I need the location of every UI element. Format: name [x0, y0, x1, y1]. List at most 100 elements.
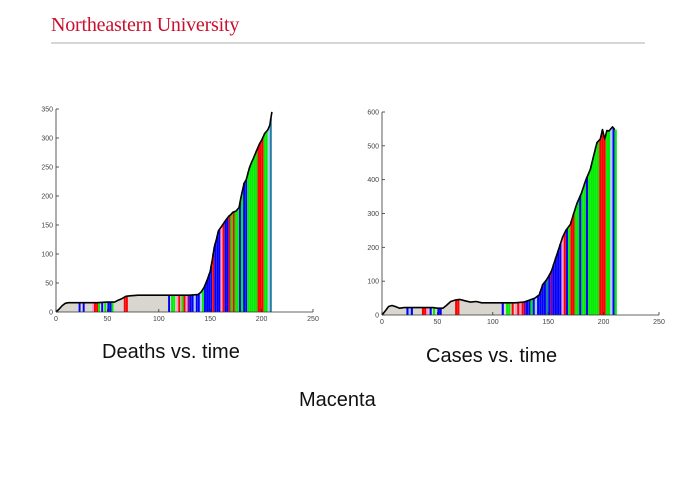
deaths-chart-caption: Deaths vs. time	[102, 341, 240, 363]
data-bar	[234, 211, 237, 312]
data-bar	[104, 302, 107, 312]
data-bar	[232, 211, 235, 312]
data-bar	[579, 195, 582, 315]
data-bar	[437, 308, 440, 315]
data-bar	[187, 295, 190, 312]
data-bar	[92, 302, 94, 312]
header-divider	[51, 42, 645, 44]
data-bar	[222, 223, 225, 312]
y-tick-label: 350	[41, 107, 53, 114]
data-bar	[506, 302, 509, 315]
data-bar	[214, 243, 217, 312]
data-bar	[241, 192, 243, 312]
y-tick-label: 300	[367, 211, 379, 218]
data-bar	[195, 294, 198, 312]
data-bar	[202, 289, 204, 312]
data-bar	[526, 300, 529, 315]
data-bar	[125, 296, 128, 312]
data-bar	[199, 292, 202, 312]
data-bar	[511, 302, 514, 315]
x-tick-label: 100	[487, 319, 499, 326]
x-tick-label: 50	[104, 316, 112, 323]
x-tick-label: 50	[434, 319, 442, 326]
data-bar	[265, 131, 268, 312]
university-name: Northeastern University	[51, 14, 240, 36]
data-bar	[107, 302, 110, 312]
data-bar	[439, 308, 442, 315]
y-tick-label: 250	[41, 165, 53, 172]
data-bar	[601, 129, 604, 315]
data-bar	[410, 307, 413, 315]
data-bar	[176, 295, 179, 312]
data-bar	[216, 235, 219, 312]
data-bar	[592, 156, 595, 315]
x-tick-label: 100	[153, 316, 165, 323]
data-bar	[218, 229, 221, 312]
data-bar	[424, 307, 427, 315]
data-bar	[247, 172, 250, 312]
data-bar	[206, 280, 209, 312]
data-bar	[82, 302, 85, 312]
data-bar	[528, 300, 531, 315]
data-bar	[429, 307, 432, 315]
data-bar	[581, 189, 584, 315]
cases-chart-caption: Cases vs. time	[426, 345, 558, 367]
data-bar	[574, 206, 577, 315]
data-bar	[243, 183, 246, 312]
data-bar	[521, 302, 524, 315]
data-bar	[183, 295, 186, 312]
data-bar	[603, 139, 606, 315]
data-bar	[519, 302, 522, 315]
data-bar	[109, 302, 112, 312]
data-bar	[189, 295, 192, 312]
data-bar	[594, 147, 597, 315]
data-bar	[197, 293, 200, 312]
data-bar	[101, 302, 104, 312]
data-bar	[559, 243, 562, 315]
y-tick-label: 200	[41, 194, 53, 201]
data-bar	[98, 302, 101, 312]
data-bar	[123, 296, 126, 312]
data-bar	[605, 130, 608, 315]
y-tick-label: 0	[375, 313, 379, 320]
data-bar	[561, 237, 564, 315]
data-bar	[539, 291, 542, 315]
data-bar	[421, 307, 425, 315]
data-bar	[94, 302, 96, 312]
data-bar	[557, 250, 560, 315]
x-tick-label: 150	[204, 316, 216, 323]
data-bar	[610, 128, 613, 315]
data-bar	[181, 295, 184, 312]
data-bar	[267, 127, 270, 312]
data-bar	[546, 278, 549, 315]
data-bar	[111, 302, 114, 312]
data-bar	[220, 226, 223, 312]
data-bar	[583, 183, 586, 315]
y-tick-label: 400	[367, 177, 379, 184]
data-bar	[408, 307, 411, 315]
data-bar	[530, 299, 533, 315]
x-tick-label: 0	[54, 316, 58, 323]
data-bar	[224, 220, 227, 312]
data-bar	[178, 295, 181, 312]
data-bar	[552, 264, 555, 316]
y-tick-label: 100	[367, 279, 379, 286]
location-title: Macenta	[299, 389, 376, 411]
data-bar	[614, 129, 617, 315]
data-bar	[517, 302, 520, 315]
data-bar	[608, 130, 611, 315]
data-bar	[508, 302, 511, 315]
data-bar	[455, 299, 458, 315]
data-bar	[193, 294, 196, 312]
data-bar	[171, 295, 174, 312]
y-tick-label: 0	[49, 310, 53, 317]
data-bar	[208, 274, 211, 312]
data-bar	[590, 165, 593, 315]
y-tick-label: 200	[367, 245, 379, 252]
data-bar	[572, 213, 575, 315]
x-tick-label: 250	[653, 319, 665, 326]
data-bar	[249, 165, 252, 312]
data-bar	[230, 213, 233, 312]
data-bar	[541, 284, 544, 315]
